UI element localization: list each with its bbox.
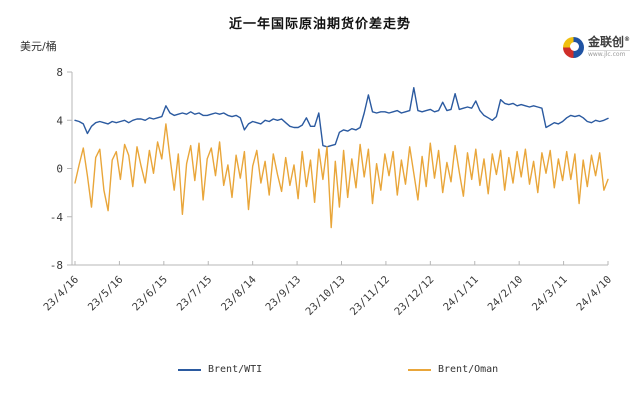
y-axis-tick-label: 8 [56, 66, 63, 79]
brand-site-url: www.jlc.com [587, 50, 630, 58]
spread-line-chart: 8 4 0 -4 -8 23/4/16 23/5/16 23/6/15 23/7/15 23/8/… [41, 66, 614, 318]
brand-logo: 金联创® www.jlc.com [562, 35, 630, 58]
x-axis-tick-label: 24/2/10 [486, 274, 526, 314]
legend-label-brent-wti: Brent/WTI [208, 364, 263, 375]
x-axis-tick-label: 23/9/13 [263, 274, 303, 314]
x-axis-tick-label: 23/4/16 [41, 274, 81, 314]
legend-label-brent-oman: Brent/Oman [438, 364, 499, 375]
series-line-brent-oman [74, 123, 609, 229]
y-axis-unit-label: 美元/桶 [20, 40, 57, 53]
x-axis-tick-label: 24/1/11 [441, 274, 481, 314]
x-axis-tick-label: 23/10/13 [303, 274, 347, 318]
x-axis-tick-label: 23/5/16 [86, 274, 126, 314]
x-axis-tick-label: 23/7/15 [175, 274, 215, 314]
legend-item-brent-wti: Brent/WTI [178, 364, 262, 375]
x-axis-tick-label: 24/4/10 [574, 274, 614, 314]
y-axis-tick-label: -8 [50, 259, 63, 272]
x-axis-tick-label: 24/3/11 [530, 274, 570, 314]
x-axis-tick-label: 23/8/14 [219, 274, 259, 314]
x-axis-tick-label: 23/12/12 [392, 274, 436, 318]
registered-mark: ® [624, 36, 630, 43]
legend-item-brent-oman: Brent/Oman [408, 364, 498, 375]
brent-oman-line-swatch [408, 368, 431, 371]
brand-name: 金联创® [587, 35, 630, 49]
x-axis-tick-label: 23/11/12 [348, 274, 392, 318]
y-axis-tick-label: -4 [50, 211, 64, 224]
brand-logo-icon [562, 36, 584, 58]
y-axis-tick-label: 0 [56, 163, 63, 176]
page-title: 近一年国际原油期货价差走势 [228, 17, 411, 32]
series-line-brent-wti [74, 87, 609, 148]
chart-legend: Brent/WTI Brent/Oman [0, 364, 640, 380]
brent-wti-line-swatch [178, 368, 201, 371]
x-axis-tick-label: 23/6/15 [130, 274, 170, 314]
y-axis-tick-label: 4 [56, 114, 63, 127]
